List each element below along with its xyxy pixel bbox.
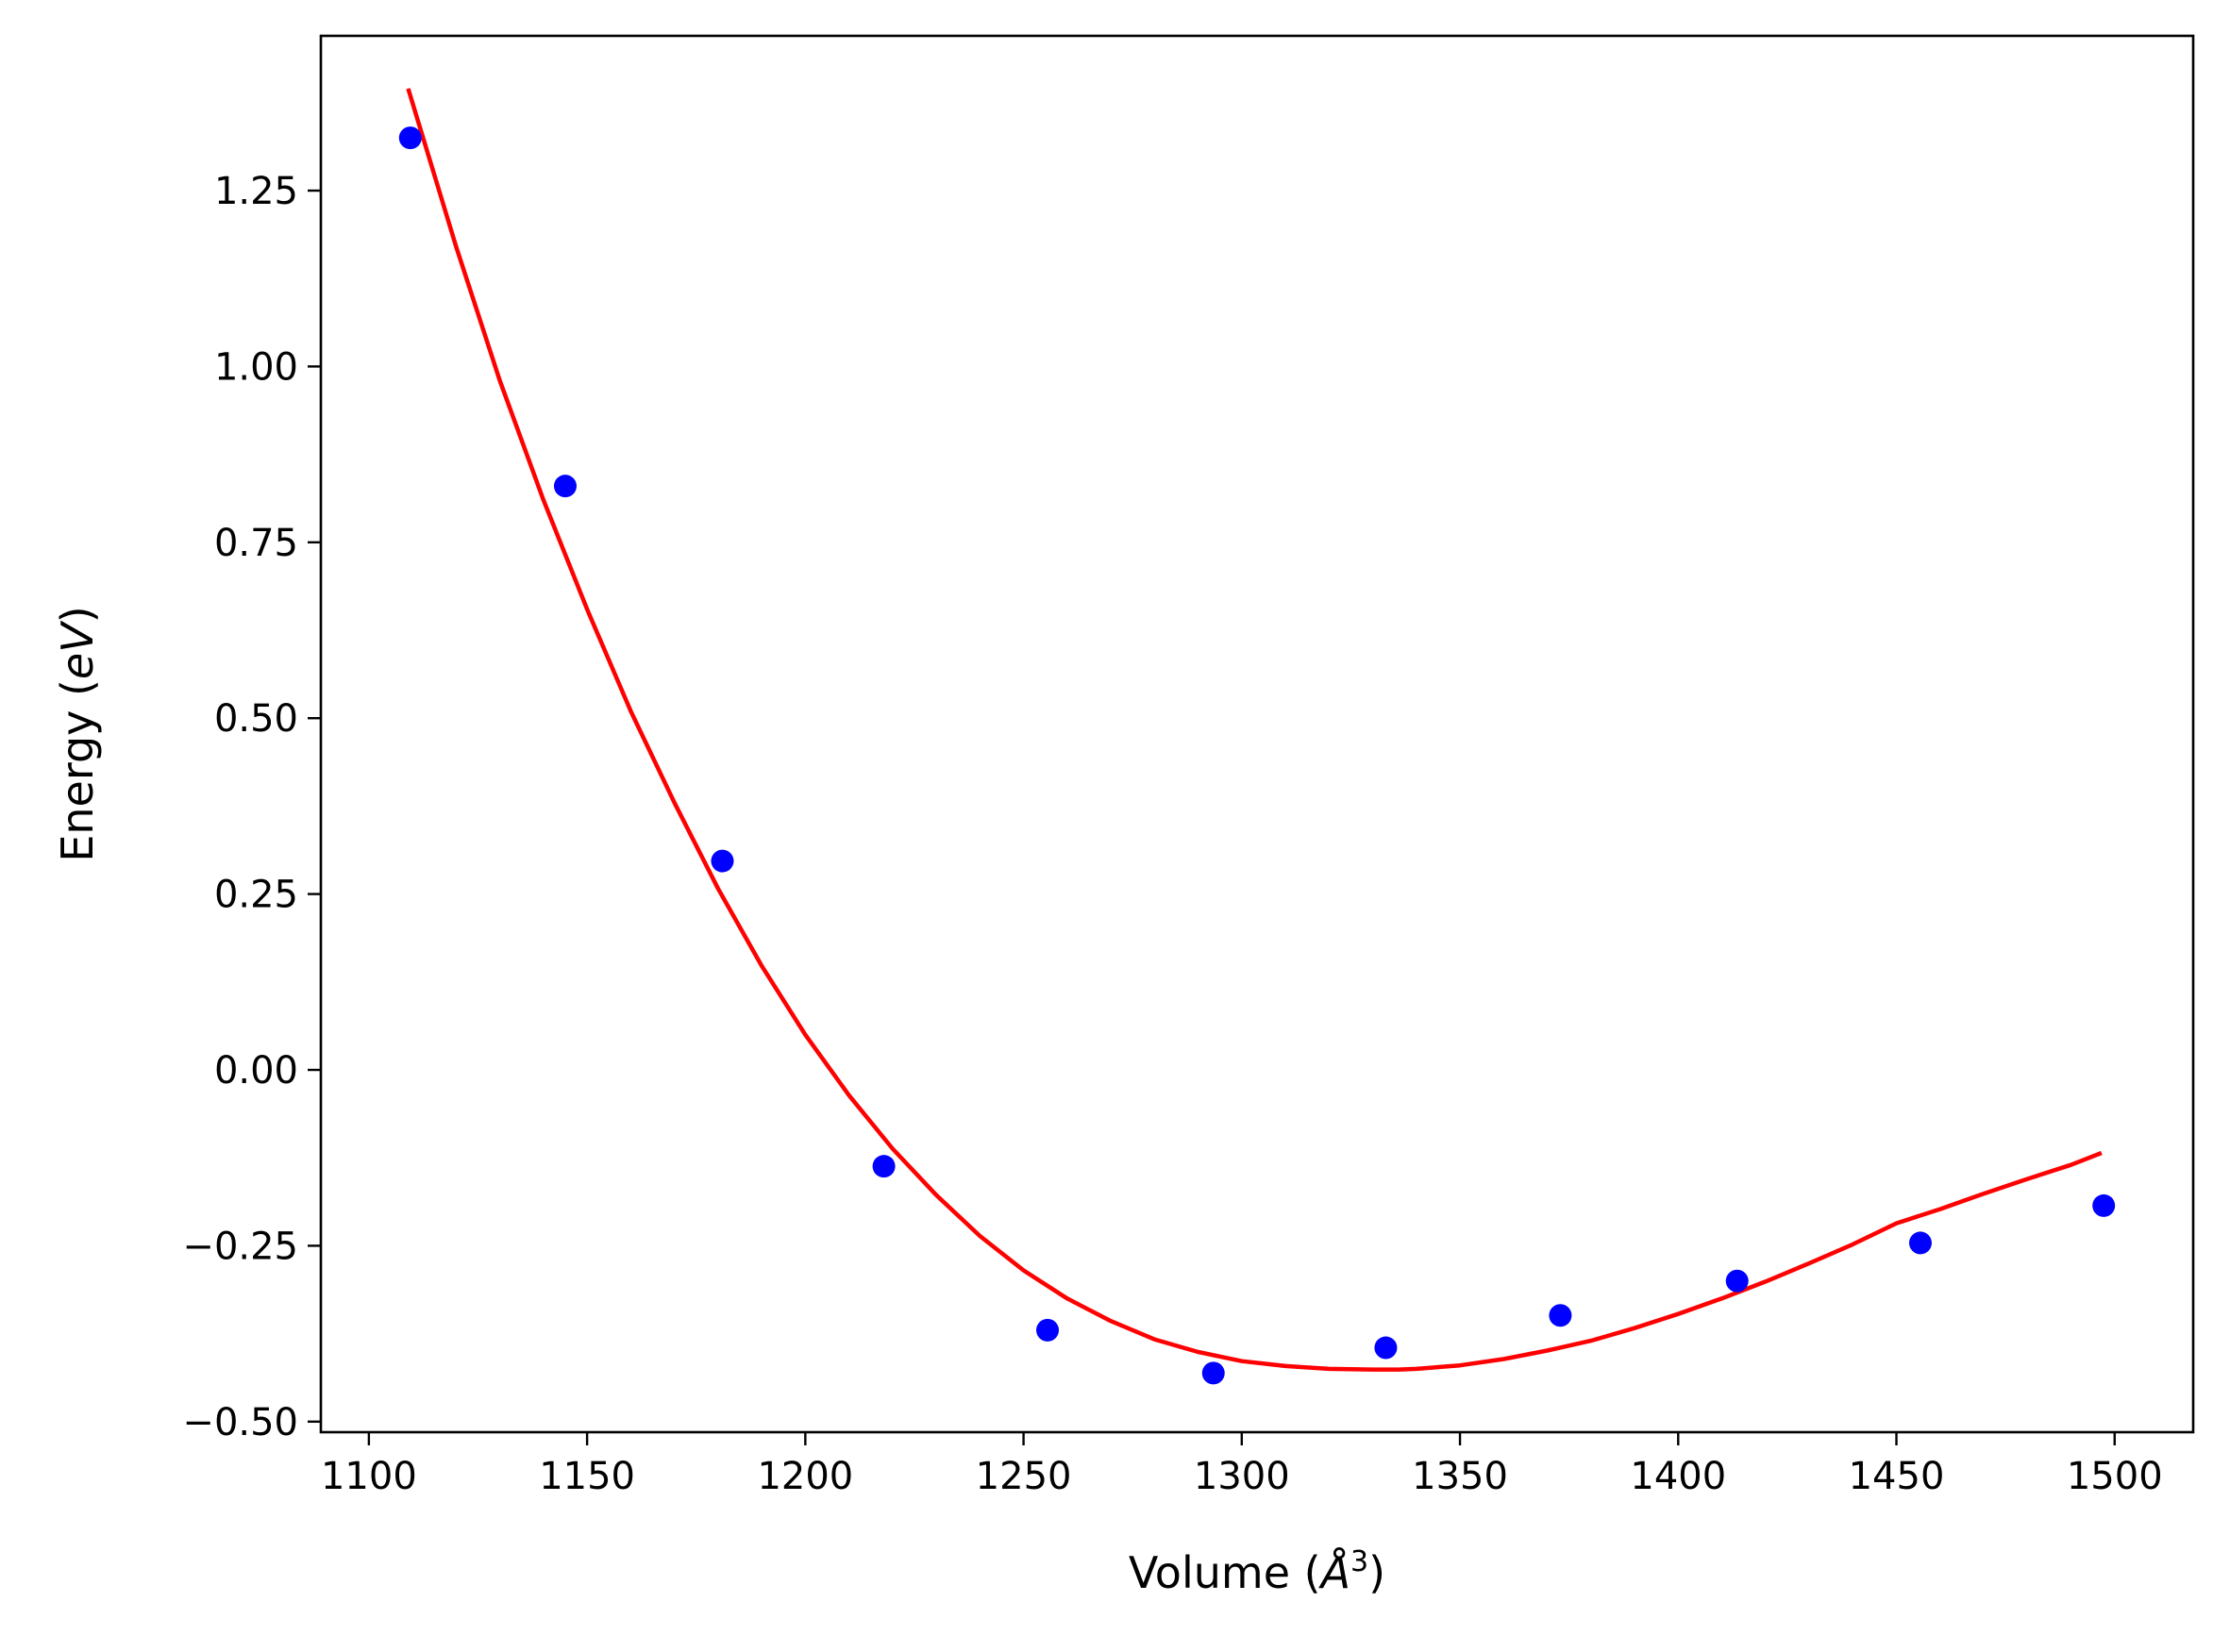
- x-tick-label: 1300: [1194, 1455, 1290, 1498]
- x-tick-label: 1450: [1849, 1455, 1945, 1498]
- y-tick-label: 0.75: [214, 522, 298, 565]
- y-axis-label: Energy (eV): [52, 606, 103, 861]
- data-point: [872, 1155, 896, 1178]
- data-point: [1201, 1361, 1225, 1385]
- data-point: [711, 849, 734, 873]
- data-point: [1374, 1336, 1398, 1360]
- x-axis-ticks: 1100 1150 1200 1250 1300 1350 1400 1450 1500: [321, 1432, 2163, 1498]
- data-point: [1549, 1304, 1572, 1327]
- data-point: [1725, 1269, 1749, 1293]
- plot-frame: [319, 34, 2195, 1434]
- x-tick-label: 1250: [976, 1455, 1072, 1498]
- data-point: [553, 475, 577, 498]
- data-point: [2092, 1193, 2116, 1217]
- y-tick-label: 0.00: [214, 1049, 298, 1093]
- x-tick-label: 1200: [757, 1455, 853, 1498]
- data-point: [1908, 1231, 1932, 1255]
- x-tick-label: 1150: [539, 1455, 635, 1498]
- x-axis-label: Volume (Å3): [1129, 1545, 1385, 1598]
- data-point: [398, 126, 422, 150]
- fit-curve-line: [406, 88, 2103, 1372]
- x-tick-label: 1100: [321, 1455, 417, 1498]
- y-tick-label: 0.50: [214, 697, 298, 741]
- y-tick-label: 0.25: [214, 874, 298, 917]
- x-tick-label: 1500: [2067, 1455, 2163, 1498]
- x-tick-label: 1350: [1412, 1455, 1508, 1498]
- y-tick-label: 1.25: [214, 170, 298, 213]
- x-tick-label: 1400: [1630, 1455, 1726, 1498]
- y-axis-ticks: −0.50 −0.25 0.00 0.25 0.50 0.75 1.00 1.25: [182, 170, 321, 1444]
- plot-layer: [398, 88, 2116, 1385]
- y-tick-label: 1.00: [214, 345, 298, 389]
- data-point: [1036, 1318, 1060, 1342]
- y-tick-label: −0.50: [182, 1401, 298, 1444]
- y-tick-label: −0.25: [182, 1225, 298, 1268]
